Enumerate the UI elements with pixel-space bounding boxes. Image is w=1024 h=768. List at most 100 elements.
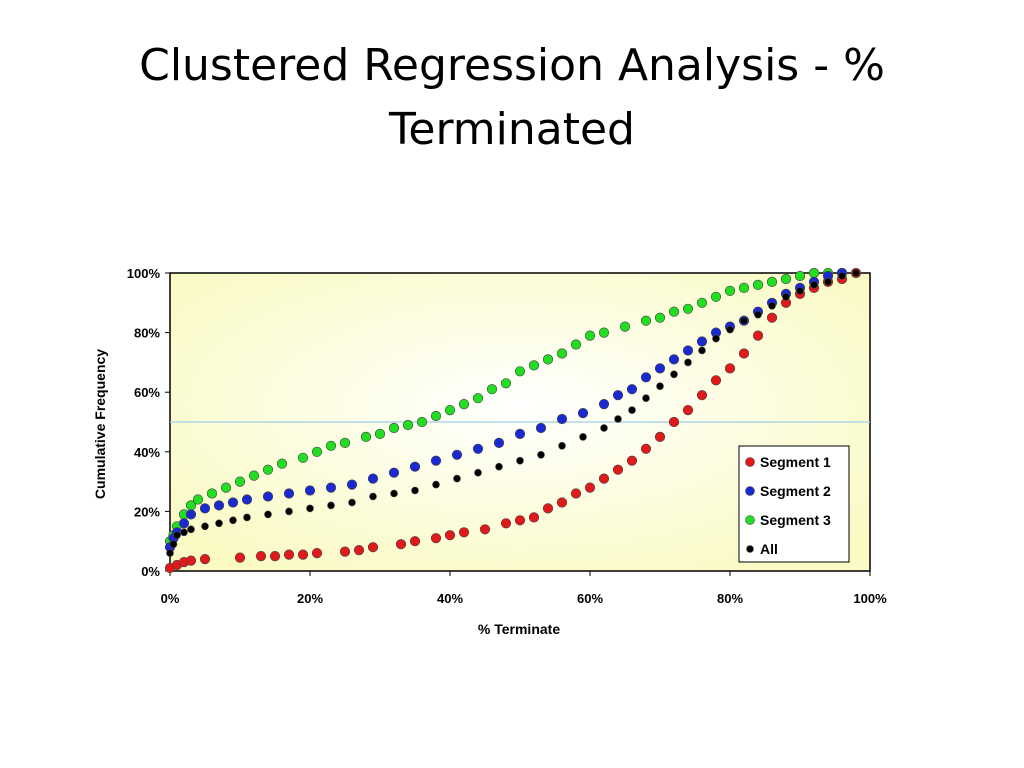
data-point: [472, 393, 484, 404]
x-tick-label: 60%: [577, 591, 603, 606]
data-point: [458, 527, 470, 538]
legend-box: [738, 445, 850, 563]
data-point: [285, 507, 293, 516]
data-point: [215, 519, 223, 528]
data-point: [542, 354, 554, 365]
data-point: [479, 524, 491, 535]
data-point: [535, 422, 547, 434]
data-point: [201, 522, 209, 531]
x-axis: 0% 20% 40% 60% 80% 100%: [161, 571, 887, 606]
data-point: [654, 431, 666, 443]
y-tick-label: 40%: [134, 445, 160, 460]
data-point: [570, 488, 582, 499]
data-point: [178, 518, 190, 529]
legend-label: Segment 3: [760, 512, 831, 528]
data-point: [458, 399, 470, 410]
data-point: [264, 510, 272, 519]
data-point: [584, 482, 596, 493]
data-point: [248, 470, 260, 481]
y-tick-label: 60%: [134, 385, 160, 400]
data-point: [537, 450, 545, 459]
data-point: [682, 345, 694, 356]
y-axis-title: Cumulative Frequency: [92, 349, 108, 499]
data-point: [283, 549, 295, 560]
legend-label: All: [760, 541, 778, 557]
x-tick-label: 80%: [717, 591, 743, 606]
data-point: [416, 416, 428, 428]
data-point: [808, 267, 820, 279]
data-point: [558, 441, 566, 450]
data-point: [402, 419, 414, 431]
data-point: [453, 474, 461, 483]
data-point: [262, 464, 274, 475]
data-point: [528, 360, 540, 371]
data-point: [570, 339, 582, 350]
data-point: [173, 531, 181, 540]
data-point: [514, 366, 526, 377]
data-point: [262, 491, 274, 502]
data-point: [642, 394, 650, 403]
data-point: [220, 482, 232, 493]
data-point: [388, 467, 400, 478]
data-point: [388, 422, 400, 434]
data-point: [556, 497, 568, 508]
data-point: [325, 440, 337, 451]
data-point: [738, 348, 750, 359]
data-point: [579, 433, 587, 441]
data-point: [185, 509, 197, 520]
data-point: [712, 334, 720, 343]
data-point: [269, 550, 281, 562]
data-point: [838, 272, 846, 280]
data-point: [654, 312, 666, 323]
data-point: [824, 278, 832, 286]
data-point: [780, 273, 792, 285]
data-point: [390, 489, 398, 498]
data-point: [654, 363, 666, 374]
data-point: [409, 536, 421, 547]
data-point: [738, 282, 750, 294]
legend-marker: [746, 545, 754, 553]
y-tick-label: 20%: [134, 504, 160, 519]
data-point: [199, 503, 211, 514]
data-point: [514, 515, 526, 526]
data-point: [542, 503, 554, 514]
series-all: [166, 269, 860, 557]
data-point: [556, 413, 568, 425]
data-point: [306, 504, 314, 513]
data-point: [187, 525, 195, 534]
data-point: [698, 346, 706, 355]
data-point: [600, 424, 608, 432]
data-point: [640, 315, 652, 326]
data-point: [346, 479, 358, 490]
data-point: [339, 437, 351, 449]
data-point: [626, 455, 638, 466]
legend-marker: [745, 457, 755, 467]
legend-label: Segment 1: [760, 454, 831, 470]
data-point: [374, 428, 386, 440]
data-point: [682, 303, 694, 314]
data-point: [766, 276, 778, 288]
data-point: [486, 384, 498, 395]
data-point: [668, 354, 680, 365]
data-point: [640, 443, 652, 454]
data-point: [726, 325, 734, 334]
data-point: [612, 390, 624, 401]
data-point: [166, 549, 174, 557]
data-point: [311, 547, 323, 559]
data-point: [794, 270, 806, 282]
data-point: [598, 399, 610, 410]
data-point: [180, 528, 188, 537]
x-tick-label: 40%: [437, 591, 463, 606]
data-point: [740, 316, 748, 325]
data-point: [598, 327, 610, 338]
data-point: [684, 358, 692, 367]
data-point: [169, 540, 178, 549]
data-point: [724, 285, 736, 297]
data-point: [754, 310, 762, 319]
data-point: [283, 488, 295, 499]
data-point: [367, 542, 379, 553]
data-point: [752, 279, 764, 291]
data-point: [628, 406, 636, 414]
data-point: [311, 446, 323, 457]
